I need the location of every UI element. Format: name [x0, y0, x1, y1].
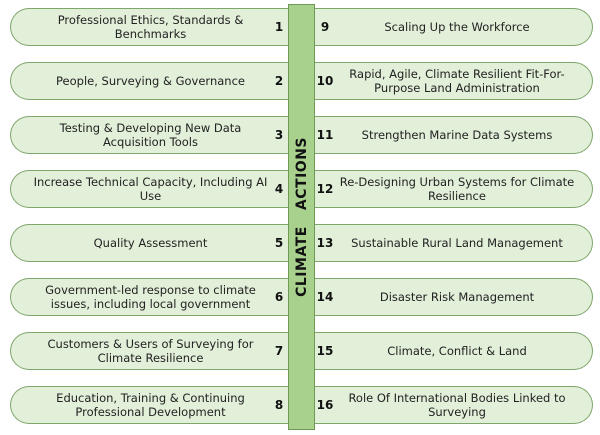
- left-action-item: Education, Training & Continuing Profess…: [10, 386, 290, 424]
- action-number: 5: [274, 236, 284, 250]
- climate-actions-bar: CLIMATE ACTIONS: [288, 4, 315, 430]
- right-action-item: 9 Scaling Up the Workforce: [314, 8, 593, 46]
- right-action-item: 12 Re-Designing Urban Systems for Climate…: [314, 170, 593, 208]
- action-text: Strengthen Marine Data Systems: [361, 128, 553, 142]
- action-number: 7: [274, 344, 284, 358]
- action-text: Education, Training & Continuing Profess…: [56, 391, 245, 419]
- action-text: People, Surveying & Governance: [56, 74, 245, 88]
- action-number: 6: [274, 290, 284, 304]
- action-text: Disaster Risk Management: [379, 290, 535, 304]
- action-number: 12: [316, 182, 334, 196]
- action-text: Role Of International Bodies Linked to S…: [348, 391, 566, 419]
- action-number: 13: [316, 236, 334, 250]
- left-action-item: Increase Technical Capacity, Including A…: [10, 170, 290, 208]
- action-number: 14: [316, 290, 334, 304]
- left-action-item: Professional Ethics, Standards & Benchma…: [10, 8, 290, 46]
- right-action-item: 13 Sustainable Rural Land Management: [314, 224, 593, 262]
- action-number: 4: [274, 182, 284, 196]
- action-text: Customers & Users of Surveying for Clima…: [47, 337, 254, 365]
- action-number: 15: [316, 344, 334, 358]
- right-action-item: 11 Strengthen Marine Data Systems: [314, 116, 593, 154]
- action-text: Rapid, Agile, Climate Resilient Fit-For-…: [349, 67, 565, 95]
- right-action-item: 16 Role Of International Bodies Linked to…: [314, 386, 593, 424]
- left-action-item: Customers & Users of Surveying for Clima…: [10, 332, 290, 370]
- left-action-item: Testing & Developing New Data Acquisitio…: [10, 116, 290, 154]
- action-text: Quality Assessment: [93, 236, 208, 250]
- action-number: 8: [274, 398, 284, 412]
- action-text: Scaling Up the Workforce: [384, 20, 530, 34]
- action-text: Sustainable Rural Land Management: [351, 236, 563, 250]
- action-number: 2: [274, 74, 284, 88]
- right-action-item: 14 Disaster Risk Management: [314, 278, 593, 316]
- action-text: Testing & Developing New Data Acquisitio…: [59, 121, 242, 149]
- center-label: CLIMATE ACTIONS: [293, 137, 310, 297]
- action-text: Government-led response to climate issue…: [45, 283, 256, 311]
- action-number: 9: [320, 20, 330, 34]
- left-action-item: People, Surveying & Governance 2: [10, 62, 290, 100]
- right-action-item: 15 Climate, Conflict & Land: [314, 332, 593, 370]
- action-text: Increase Technical Capacity, Including A…: [33, 175, 268, 203]
- action-number: 11: [316, 128, 334, 142]
- action-text: Climate, Conflict & Land: [387, 344, 527, 358]
- action-number: 10: [316, 74, 334, 88]
- right-action-item: 10 Rapid, Agile, Climate Resilient Fit-Fo…: [314, 62, 593, 100]
- action-text: Re-Designing Urban Systems for Climate R…: [339, 175, 575, 203]
- left-action-item: Government-led response to climate issue…: [10, 278, 290, 316]
- action-number: 16: [316, 398, 334, 412]
- action-number: 1: [274, 20, 284, 34]
- action-text: Professional Ethics, Standards & Benchma…: [57, 13, 244, 41]
- action-number: 3: [274, 128, 284, 142]
- left-action-item: Quality Assessment 5: [10, 224, 290, 262]
